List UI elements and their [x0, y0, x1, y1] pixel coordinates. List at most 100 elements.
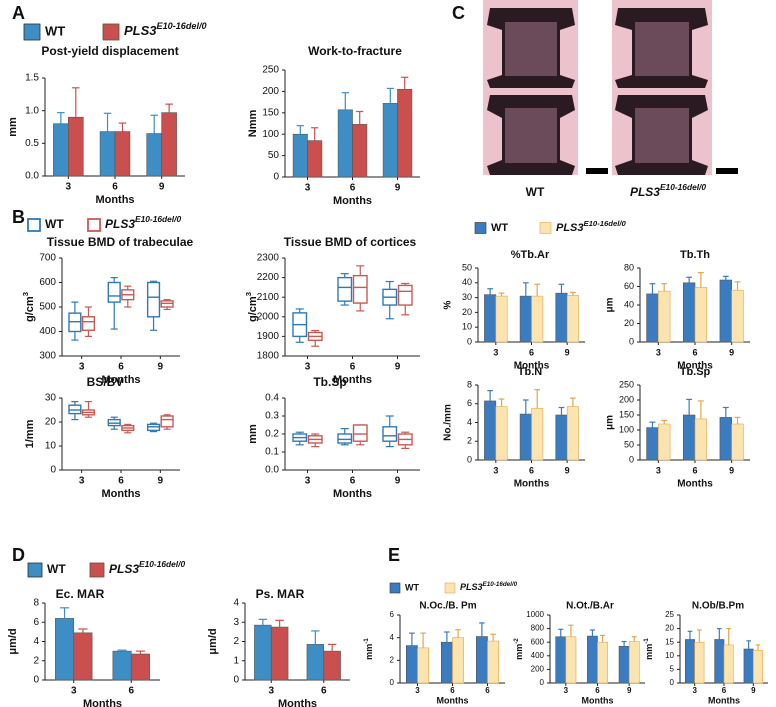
- box-body: [352, 274, 368, 304]
- error-bar: [589, 629, 595, 637]
- y-tick-label: 700: [39, 253, 56, 264]
- y-tick-label: 50: [462, 262, 472, 272]
- x-tick-label: 9: [395, 476, 401, 487]
- y-axis-label: g/cm3: [244, 292, 259, 322]
- y-tick-label: 25: [665, 610, 674, 619]
- chart-title: %Tb.Ar: [511, 249, 550, 261]
- y-tick-label: 10: [665, 651, 674, 660]
- x-tick-label: 3: [268, 686, 274, 697]
- y-axis-label: g/cm3: [21, 292, 36, 322]
- error-bar: [631, 636, 637, 642]
- text-sup: -1: [363, 638, 370, 644]
- text-sup: -2: [513, 638, 520, 644]
- y-tick-label: 20: [665, 624, 674, 633]
- y-tick-label: 2: [33, 655, 39, 666]
- y-tick-label: 10: [462, 322, 472, 332]
- bar: [646, 427, 659, 461]
- error-bar: [722, 406, 729, 418]
- box-body: [337, 276, 353, 302]
- box-body: [146, 281, 161, 318]
- y-tick-label: 2100: [257, 292, 280, 303]
- error-bar: [722, 275, 729, 281]
- bar: [753, 650, 764, 684]
- y-tick-label: 1000: [526, 610, 544, 619]
- y-tick-label: 0: [540, 678, 545, 687]
- error-bar: [103, 112, 112, 132]
- error-bar: [661, 419, 668, 424]
- y-tick-label: 250: [262, 65, 279, 76]
- legend-swatch: [444, 582, 456, 594]
- y-tick-label: 200: [531, 665, 545, 674]
- error-bar: [570, 291, 576, 296]
- legend-swatch: [474, 222, 487, 234]
- bar: [531, 408, 544, 461]
- bar: [628, 641, 640, 684]
- error-bar: [386, 87, 394, 104]
- bar: [440, 641, 453, 684]
- error-bar: [697, 629, 702, 643]
- legend-label: PLS3E10-16del/0: [556, 219, 627, 234]
- x-tick-label: 3: [66, 182, 72, 193]
- error-bar: [649, 421, 656, 428]
- y-tick-label: 8: [467, 379, 472, 389]
- box-body: [107, 281, 121, 303]
- error-bar: [746, 640, 751, 649]
- micrograph-pls3: [612, 0, 738, 175]
- chart-title: BS/BV: [87, 375, 124, 389]
- y-tick-label: 0: [629, 454, 634, 464]
- bar: [694, 641, 705, 684]
- bar: [484, 294, 497, 343]
- error-bar: [755, 644, 761, 651]
- y-tick-label: 8: [33, 598, 39, 609]
- error-bar: [72, 87, 80, 118]
- x-tick-label: 6: [692, 465, 697, 475]
- y-tick-label: 6: [467, 398, 472, 408]
- bar: [566, 406, 579, 461]
- y-tick-label: 10: [45, 441, 57, 452]
- y-tick-label: 2200: [257, 272, 280, 283]
- error-bar: [311, 127, 319, 141]
- error-bar: [522, 282, 529, 297]
- x-tick-label: 3: [71, 686, 77, 697]
- y-tick-label: 800: [531, 624, 545, 633]
- text-base: PLS3: [630, 185, 660, 199]
- y-tick-label: 40: [462, 277, 472, 287]
- text-base: mm: [644, 644, 654, 660]
- bar: [682, 414, 696, 461]
- error-bar: [117, 649, 127, 652]
- legend-label: WT: [491, 222, 508, 234]
- y-tick-label: 2: [233, 636, 239, 647]
- text-sup: E10-16del/0: [660, 182, 706, 192]
- text-base: PLS3: [460, 582, 483, 592]
- y-tick-label: 6: [390, 610, 395, 619]
- y-tick-label: 0.0: [265, 465, 279, 476]
- y-tick-label: 500: [39, 302, 56, 313]
- bar: [694, 287, 708, 343]
- y-axis-label: μm: [605, 415, 616, 430]
- error-bar: [661, 283, 668, 292]
- x-tick-label: 6: [722, 686, 727, 695]
- legend-swatch-edge: [23, 23, 41, 41]
- error-bar: [600, 634, 606, 643]
- x-axis-label: Months: [333, 195, 372, 207]
- bar: [307, 140, 323, 178]
- y-tick-label: 2: [467, 436, 472, 446]
- y-axis-label: mm: [7, 117, 19, 137]
- micrograph-wt: [483, 0, 608, 175]
- bar: [682, 282, 696, 343]
- bar: [323, 650, 341, 681]
- bar: [146, 133, 162, 177]
- y-axis-label: 1/mm: [24, 419, 36, 448]
- error-bar: [341, 92, 349, 110]
- x-axis-label: Months: [83, 698, 122, 707]
- y-tick-label: 2300: [257, 253, 280, 264]
- y-tick-label: 400: [39, 326, 56, 337]
- legend-swatch: [389, 582, 401, 594]
- bar: [684, 639, 695, 684]
- box-body: [81, 316, 96, 331]
- bar: [114, 131, 131, 177]
- bar: [694, 418, 708, 461]
- y-axis-label: μm/d: [207, 628, 219, 654]
- error-bar: [444, 631, 450, 643]
- legend-label: PLS3E10-16del/0: [109, 559, 185, 576]
